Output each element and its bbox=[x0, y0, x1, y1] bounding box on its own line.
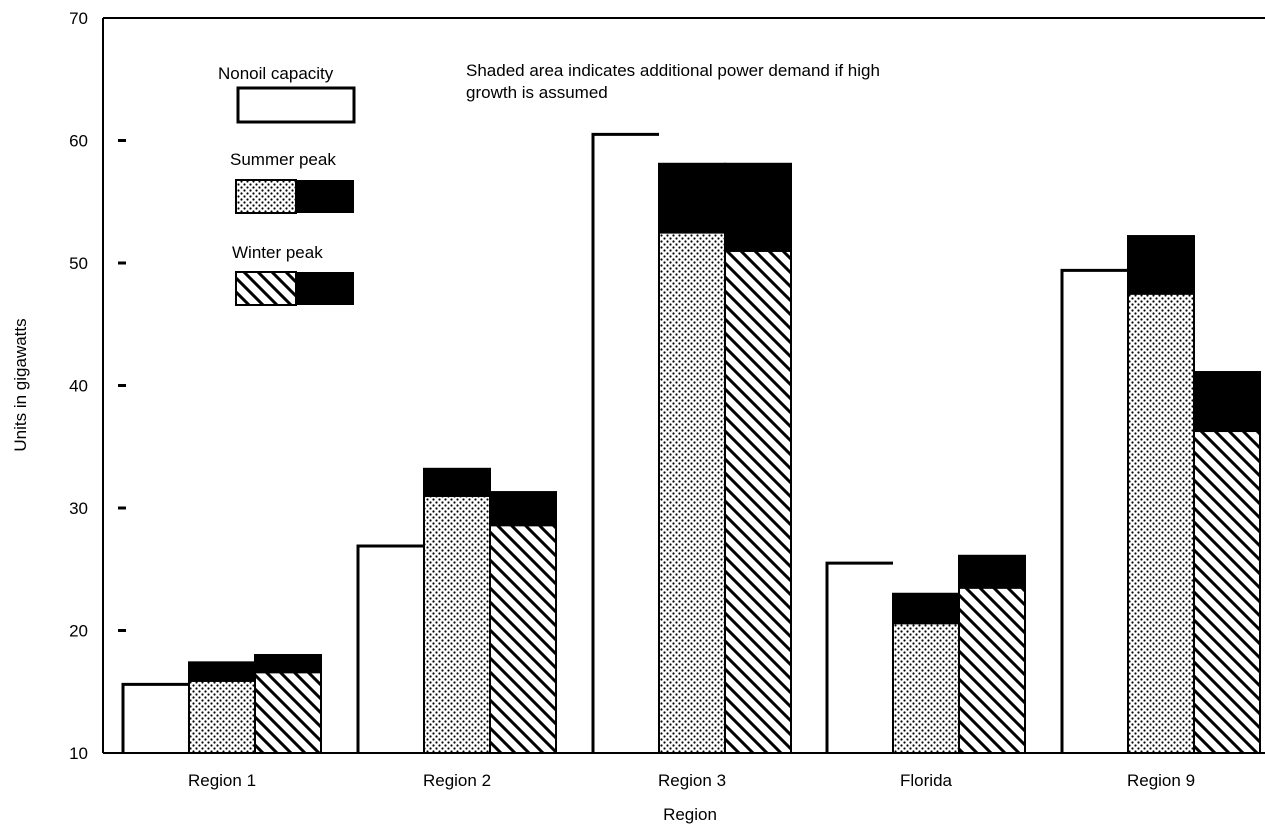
bar-summer-peak-florida bbox=[893, 624, 959, 753]
x-tick-label-region-9: Region 9 bbox=[1127, 771, 1195, 790]
legend-swatch-winter-normal bbox=[235, 271, 297, 306]
y-tick-label: 50 bbox=[69, 254, 88, 273]
legend-label-summer-peak: Summer peak bbox=[230, 150, 336, 169]
legend-swatch-nonoil-capacity bbox=[236, 86, 356, 124]
bar-summer-peak-region-3 bbox=[659, 233, 725, 754]
x-axis-title: Region bbox=[663, 805, 717, 824]
bars bbox=[121, 132, 1261, 755]
bar-winter-peak-region-2 bbox=[490, 526, 556, 753]
x-tick-label-florida: Florida bbox=[900, 771, 953, 790]
bar-winter-outline-florida bbox=[958, 554, 1026, 755]
y-tick-label: 70 bbox=[69, 9, 88, 28]
y-ticks: 10 20 30 40 50 60 70 bbox=[69, 9, 126, 763]
annotation-line-1: Shaded area indicates additional power d… bbox=[466, 61, 880, 80]
bar-summer-peak-region-9 bbox=[1128, 294, 1194, 753]
bar-nonoil-capacity-region-2 bbox=[356, 544, 424, 753]
bar-summer-peak-region-2 bbox=[424, 496, 490, 753]
y-axis-title: Units in gigawatts bbox=[11, 318, 30, 451]
y-tick-label: 30 bbox=[69, 499, 88, 518]
bar-winter-outline-region-3 bbox=[724, 162, 792, 754]
bar-nonoil-capacity-region-9 bbox=[1060, 268, 1128, 753]
bar-nonoil-capacity-region-3 bbox=[591, 132, 659, 753]
legend-label-nonoil-capacity: Nonoil capacity bbox=[218, 64, 334, 83]
bar-winter-peak-region-9 bbox=[1194, 432, 1260, 753]
legend-swatch-summer-high bbox=[296, 180, 354, 213]
x-tick-label-region-3: Region 3 bbox=[658, 771, 726, 790]
y-tick-label: 20 bbox=[69, 622, 88, 641]
legend-label-winter-peak: Winter peak bbox=[232, 243, 323, 262]
bar-summer-peak-region-1 bbox=[189, 681, 255, 753]
y-tick-label: 40 bbox=[69, 377, 88, 396]
x-ticks: Region 1 Region 2 Region 3 Florida Region 9 bbox=[188, 771, 1195, 790]
x-tick-label-region-2: Region 2 bbox=[423, 771, 491, 790]
x-tick-label-region-1: Region 1 bbox=[188, 771, 256, 790]
bar-winter-peak-region-3 bbox=[725, 251, 791, 753]
bar-nonoil-capacity-region-1 bbox=[121, 682, 189, 753]
annotation-line-2: growth is assumed bbox=[466, 83, 608, 102]
bar-nonoil-capacity-florida bbox=[825, 561, 893, 753]
bar-winter-peak-region-1 bbox=[255, 673, 321, 753]
y-tick-label: 60 bbox=[69, 132, 88, 151]
legend-swatch-winter-high bbox=[296, 272, 354, 305]
legend: Nonoil capacity Summer peak Winter peak bbox=[218, 64, 356, 306]
bar-winter-outline-region-1 bbox=[254, 654, 322, 754]
bar-winter-outline-region-9 bbox=[1193, 371, 1261, 754]
y-tick-label: 10 bbox=[69, 744, 88, 763]
bar-winter-outline-region-2 bbox=[489, 491, 557, 754]
legend-swatch-summer-normal bbox=[235, 179, 297, 214]
bar-winter-peak-florida bbox=[959, 588, 1025, 753]
